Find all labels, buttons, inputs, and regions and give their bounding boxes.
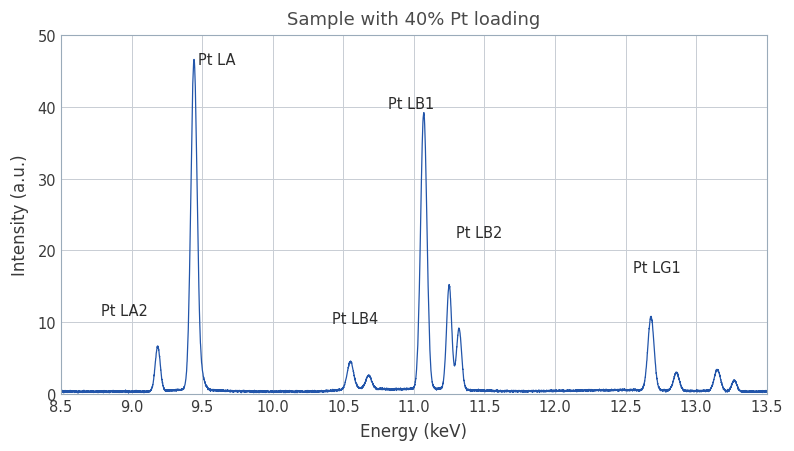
- X-axis label: Energy (keV): Energy (keV): [360, 422, 468, 440]
- Title: Sample with 40% Pt loading: Sample with 40% Pt loading: [287, 11, 541, 29]
- Text: Pt LA: Pt LA: [198, 53, 236, 69]
- Text: Pt LG1: Pt LG1: [633, 261, 680, 276]
- Text: Pt LB2: Pt LB2: [457, 225, 503, 240]
- Text: Pt LB4: Pt LB4: [332, 311, 378, 326]
- Y-axis label: Intensity (a.u.): Intensity (a.u.): [11, 154, 29, 276]
- Text: Pt LA2: Pt LA2: [101, 304, 148, 319]
- Text: Pt LB1: Pt LB1: [388, 96, 435, 111]
